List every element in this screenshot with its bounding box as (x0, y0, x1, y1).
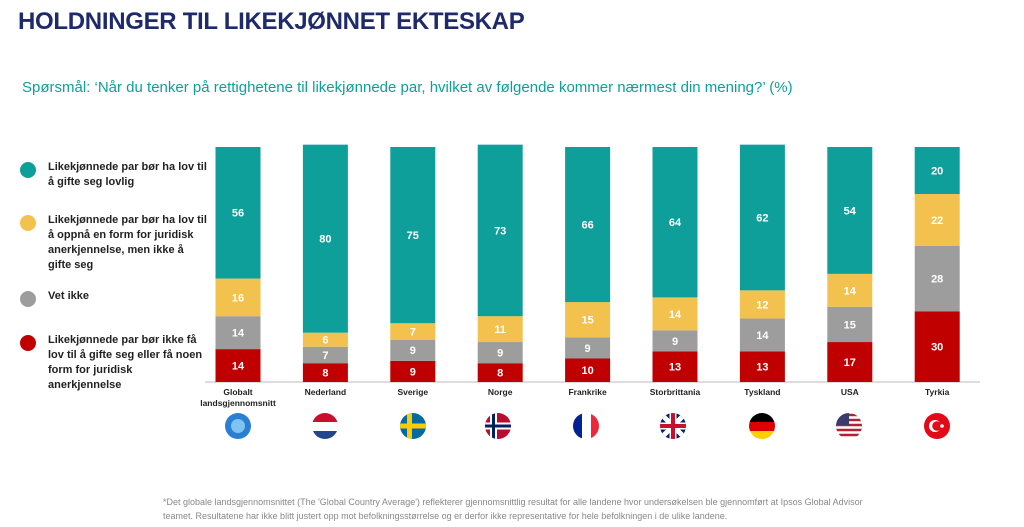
category-label: Frankrike (568, 387, 607, 397)
bar-segment (390, 323, 436, 340)
bar-segment (390, 360, 436, 382)
category-label: Norge (487, 387, 513, 397)
category-label: Sverige (397, 387, 429, 397)
data-label: 73 (494, 225, 506, 237)
bar-segment (739, 290, 785, 319)
bar-segment (652, 147, 698, 298)
legend-label: Vet ikke (48, 290, 89, 302)
data-label: 80 (319, 234, 331, 246)
data-label: 9 (410, 366, 416, 378)
flags (225, 413, 950, 439)
data-label: 12 (756, 299, 768, 311)
data-label: 9 (585, 343, 591, 355)
data-label: 14 (844, 285, 857, 297)
data-label: 14 (669, 309, 682, 321)
bar-segment (477, 342, 523, 364)
data-label: 14 (232, 360, 245, 372)
bar-segment (739, 318, 785, 352)
bar-segment (215, 278, 261, 317)
bar-segment (302, 332, 348, 347)
bar-segment (477, 316, 523, 343)
data-label: 9 (497, 348, 503, 360)
bar-segment (914, 311, 960, 382)
bar-segment (302, 144, 348, 333)
data-label: 75 (407, 230, 419, 242)
bar-segment (565, 302, 611, 338)
data-label: 17 (844, 357, 856, 369)
bar-segment (827, 342, 873, 382)
data-label: 6 (322, 335, 328, 347)
bar-segment (652, 330, 698, 352)
legend-label: Likekjønnede par bør ikke få lov til å g… (48, 334, 203, 391)
bar-segment (827, 147, 873, 274)
data-label: 9 (410, 345, 416, 357)
title: HOLDNINGER TIL LIKEKJØNNET EKTESKAP (18, 8, 525, 35)
legend-marker (20, 162, 36, 178)
data-label: 11 (494, 324, 506, 336)
bar-segment (390, 339, 436, 361)
data-label: 30 (931, 342, 943, 354)
data-label: 7 (410, 326, 416, 338)
bar-segment (739, 144, 785, 291)
data-label: 64 (669, 217, 682, 229)
data-label: 62 (756, 212, 768, 224)
data-label: 66 (581, 219, 593, 231)
bar-segment (477, 363, 523, 382)
bar-segment (914, 245, 960, 312)
data-label: 13 (669, 362, 681, 374)
data-label: 15 (844, 319, 856, 331)
legend-marker (20, 335, 36, 351)
bar-segment (565, 337, 611, 359)
category-label: Storbrittania (649, 387, 701, 397)
data-label: 20 (931, 165, 943, 177)
bar-segment (914, 147, 960, 194)
legend-label: Likekjønnede par bør ha lov til å gifte … (48, 161, 207, 188)
legend-marker (20, 291, 36, 307)
category-label: USA (840, 387, 859, 397)
bar-segment (390, 147, 436, 324)
bar-segment (565, 147, 611, 303)
category-label: Globalt landsgjennomsnitt (200, 387, 276, 408)
data-label: 14 (756, 330, 769, 342)
subtitle: Spørsmål: ‘Når du tenker på rettighetene… (22, 79, 793, 96)
category-label: Tyrkia (924, 387, 950, 397)
bar-segment (215, 349, 261, 382)
bar-segment (652, 297, 698, 331)
bar-segment (914, 194, 960, 246)
data-label: 13 (756, 362, 768, 374)
data-label: 28 (931, 274, 943, 286)
data-label: 9 (672, 336, 678, 348)
bar-segment (215, 316, 261, 350)
data-label: 8 (322, 368, 328, 380)
data-label: 56 (232, 208, 244, 220)
data-label: 14 (232, 328, 245, 340)
bar-segment (302, 363, 348, 382)
data-label: 16 (232, 292, 244, 304)
bar-segment (827, 273, 873, 307)
bar-segment (827, 306, 873, 343)
data-label: 54 (844, 205, 857, 217)
data-label: 15 (581, 315, 593, 327)
legend-marker (20, 215, 36, 231)
data-label: 7 (322, 350, 328, 362)
bar-segment (739, 351, 785, 382)
bar-segment (477, 144, 523, 317)
bar-segment (302, 346, 348, 364)
data-label: 8 (497, 368, 503, 380)
bar-segment (215, 147, 261, 279)
category-label: Tyskland (744, 387, 781, 397)
legend-label: Likekjønnede par bør ha lov til å oppnå … (48, 214, 207, 271)
bar-segment (565, 358, 611, 382)
footnote: *Det globale landsgjennomsnittet (The 'G… (163, 497, 863, 521)
data-label: 10 (581, 365, 593, 377)
data-label: 22 (931, 215, 943, 227)
bar-segment (652, 351, 698, 382)
category-label: Nederland (304, 387, 347, 397)
